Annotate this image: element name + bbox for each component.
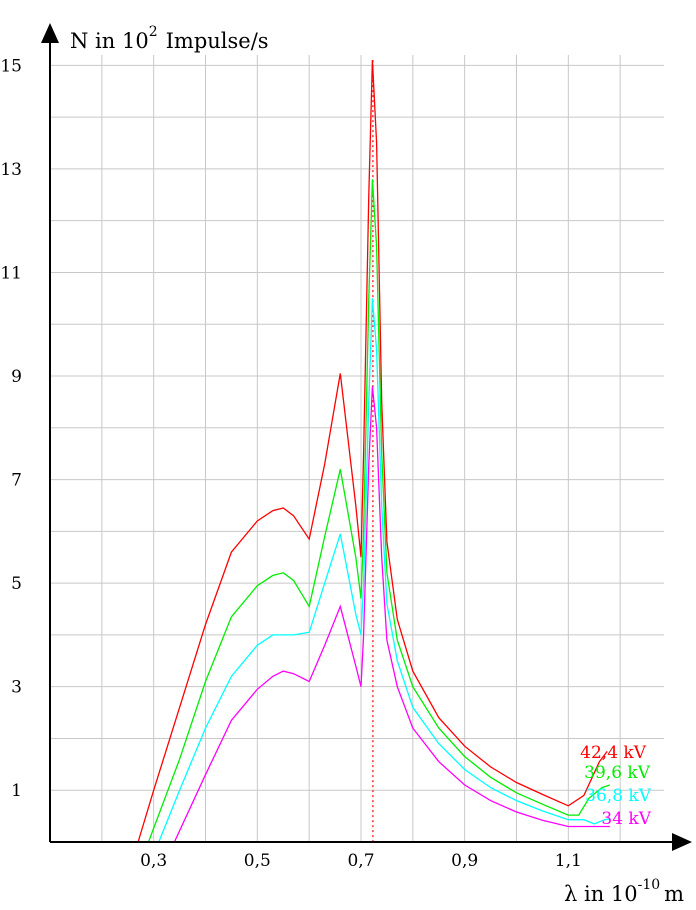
y-axis-arrow: [41, 23, 59, 43]
x-axis-title-exponent: -10: [638, 877, 661, 893]
x-tick-label: 0,9: [451, 851, 478, 871]
series-label-1: 42,4 kV: [580, 743, 647, 763]
series-label-3: 36,8 kV: [585, 786, 652, 806]
axes: [41, 23, 692, 851]
series-group: [137, 60, 611, 843]
y-tick-label: 3: [11, 678, 22, 698]
y-tick-label: 9: [11, 367, 22, 387]
y-tick-label: 11: [0, 263, 22, 283]
y-axis-title-unit: Impulse/s: [166, 29, 269, 53]
grid: [50, 55, 664, 842]
x-axis-arrow: [672, 833, 692, 851]
series-line-1: [137, 60, 608, 843]
series-line-2: [147, 179, 611, 843]
y-tick-label: 1: [11, 781, 22, 801]
series-line-3: [158, 298, 610, 843]
x-axis-title-main: λ in 10: [564, 882, 638, 906]
x-tick-label: 0,3: [140, 851, 167, 871]
series-label-2: 39,6 kV: [584, 763, 651, 783]
y-axis-title-main: N in 10: [70, 29, 149, 53]
series-label-4: 34 kV: [601, 809, 651, 829]
y-tick-label: 7: [11, 471, 22, 491]
x-tick-label: 0,5: [244, 851, 271, 871]
series-line-4: [173, 386, 610, 843]
y-tick-label: 13: [0, 160, 22, 180]
y-tick-label: 15: [0, 56, 22, 76]
y-tick-label: 5: [11, 574, 22, 594]
y-axis-title: N in 102 Impulse/s: [70, 24, 269, 53]
y-axis-title-exponent: 2: [149, 24, 158, 40]
x-tick-label: 0,7: [347, 851, 374, 871]
x-axis-title-unit: m: [664, 882, 684, 906]
x-tick-label: 1,1: [555, 851, 582, 871]
x-axis-title: λ in 10-10 m: [564, 877, 684, 906]
